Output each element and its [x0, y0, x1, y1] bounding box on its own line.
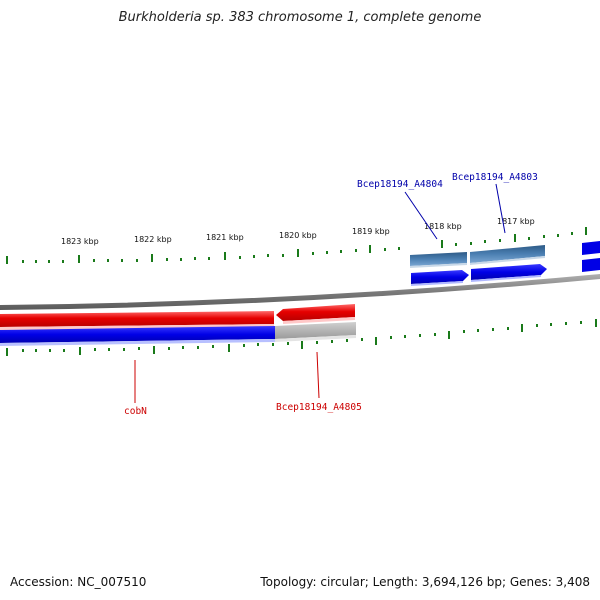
a4805-callout-line — [316, 351, 320, 399]
upper-tick-track — [6, 227, 587, 264]
a4803-callout-line — [495, 183, 506, 234]
tick-label-1817: 1817 kbp — [497, 217, 535, 226]
gene-label-cobN[interactable]: cobN — [124, 406, 147, 417]
gene-a4805-pseudo[interactable] — [275, 322, 356, 342]
outer-gene-right-edge — [582, 241, 600, 255]
tick-label-1818: 1818 kbp — [424, 222, 462, 231]
lower-tick-track — [6, 319, 597, 356]
tick-label-1822: 1822 kbp — [134, 235, 172, 244]
cds-arrow-a4803[interactable] — [471, 264, 547, 282]
gene-cobN-forward[interactable] — [0, 311, 274, 330]
cds-arrow-right-edge — [582, 258, 600, 272]
gene-a4805-forward[interactable] — [276, 304, 355, 324]
map-title: Burkholderia sp. 383 chromosome 1, compl… — [118, 10, 482, 25]
tick-label-1823: 1823 kbp — [61, 237, 99, 246]
outer-gene-a4803[interactable] — [470, 245, 545, 265]
gene-label-a4804[interactable]: Bcep18194_A4804 — [357, 179, 443, 190]
tick-label-1820: 1820 kbp — [279, 231, 317, 240]
gene-label-a4803[interactable]: Bcep18194_A4803 — [452, 172, 538, 183]
cds-arrow-a4804[interactable] — [411, 270, 469, 286]
genome-backbone — [0, 274, 600, 310]
a4804-callout-line — [404, 191, 438, 240]
outer-gene-a4804[interactable] — [410, 252, 467, 268]
genome-summary-text: Topology: circular; Length: 3,694,126 bp… — [260, 575, 590, 589]
gene-label-a4805[interactable]: Bcep18194_A4805 — [276, 402, 362, 413]
gene-cobN-cds[interactable] — [0, 326, 275, 346]
tick-label-1821: 1821 kbp — [206, 233, 244, 242]
accession-text: Accession: NC_007510 — [10, 575, 147, 589]
tick-label-1819: 1819 kbp — [352, 227, 390, 236]
